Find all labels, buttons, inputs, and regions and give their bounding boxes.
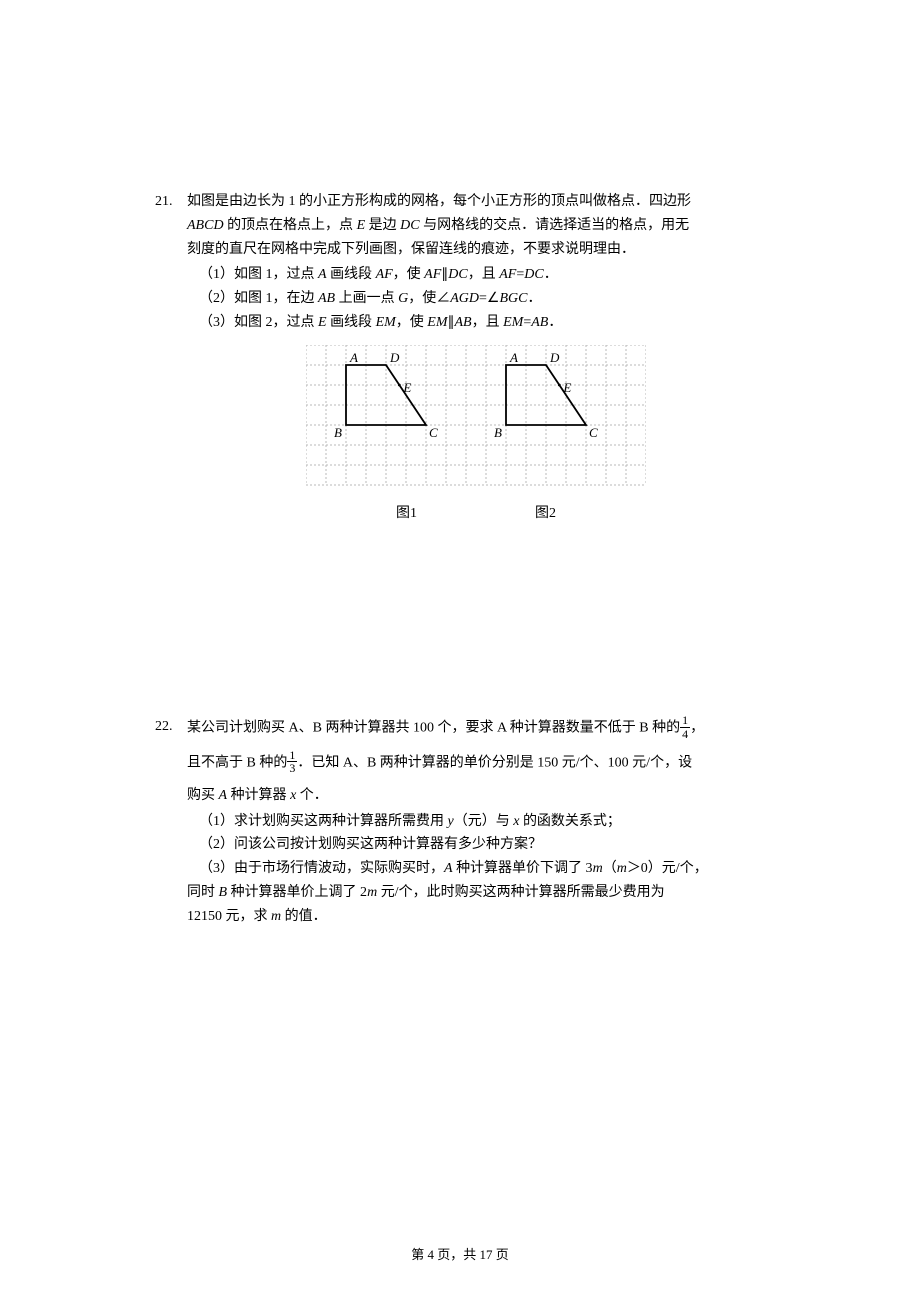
svg-text:E: E [562, 380, 571, 395]
svg-text:C: C [589, 425, 598, 440]
svg-text:B: B [334, 425, 342, 440]
figure-caption: 图1 [396, 502, 417, 526]
problem-22: 22. 某公司计划购买 A、B 两种计算器共 100 个，要求 A 种计算器数量… [155, 715, 765, 928]
problem-stem: 如图是由边长为 1 的小正方形构成的网格，每个小正方形的顶点叫做格点．四边形 A… [187, 190, 765, 525]
page-footer: 第 4 页，共 17 页 [0, 1244, 920, 1266]
problem-stem: 某公司计划购买 A、B 两种计算器共 100 个，要求 A 种计算器数量不低于 … [187, 715, 765, 928]
fraction: 13 [287, 749, 297, 775]
svg-text:B: B [494, 425, 502, 440]
sub-item: （2）如图 1，在边 AB 上画一点 G，使∠AGD=∠BGC． [199, 287, 765, 311]
sub-item: （2）问该公司按计划购买这两种计算器有多少种方案？ [199, 833, 765, 857]
stem-line: 某公司计划购买 A、B 两种计算器共 100 个，要求 A 种计算器数量不低于 … [187, 715, 765, 741]
sub-item: 同时 B 种计算器单价上调了 2m 元/个，此时购买这两种计算器所需最少费用为 [187, 881, 765, 905]
svg-text:D: D [549, 350, 560, 365]
sub-item: （3）如图 2，过点 E 画线段 EM，使 EM∥AB，且 EM=AB． [199, 311, 765, 335]
problem-number: 22. [155, 715, 187, 928]
problem-number: 21. [155, 190, 187, 525]
svg-text:C: C [429, 425, 438, 440]
problem-21: 21. 如图是由边长为 1 的小正方形构成的网格，每个小正方形的顶点叫做格点．四… [155, 190, 765, 525]
sub-item: （1）求计划购买这两种计算器所需费用 y（元）与 x 的函数关系式； [199, 810, 765, 834]
svg-text:E: E [402, 380, 411, 395]
svg-text:A: A [509, 350, 518, 365]
sub-item: （1）如图 1，过点 A 画线段 AF，使 AF∥DC，且 AF=DC． [199, 263, 765, 287]
stem-line: 刻度的直尺在网格中完成下列画图，保留连线的痕迹，不要求说明理由． [187, 238, 765, 262]
stem-line: 且不高于 B 种的13．已知 A、B 两种计算器的单价分别是 150 元/个、1… [187, 750, 765, 776]
stem-line: 如图是由边长为 1 的小正方形构成的网格，每个小正方形的顶点叫做格点．四边形 [187, 190, 765, 214]
grid-figure: A D B C E A D B C E [306, 345, 646, 489]
fraction: 14 [680, 714, 690, 740]
figure-caption: 图2 [535, 502, 556, 526]
stem-line: ABCD 的顶点在格点上，点 E 是边 DC 与网格线的交点．请选择适当的格点，… [187, 214, 765, 238]
sub-item: （3）由于市场行情波动，实际购买时，A 种计算器单价下调了 3m（m＞0）元/个… [199, 857, 765, 881]
svg-text:A: A [349, 350, 358, 365]
stem-line: 购买 A 种计算器 x 个． [187, 784, 765, 808]
sub-questions: （1）如图 1，过点 A 画线段 AF，使 AF∥DC，且 AF=DC． （2）… [187, 263, 765, 334]
figure-21: A D B C E A D B C E 图1 图2 [187, 345, 765, 526]
page-indicator: 第 4 页，共 17 页 [411, 1247, 509, 1262]
sub-questions: （1）求计划购买这两种计算器所需费用 y（元）与 x 的函数关系式； （2）问该… [187, 810, 765, 929]
page: 21. 如图是由边长为 1 的小正方形构成的网格，每个小正方形的顶点叫做格点．四… [0, 0, 920, 1302]
svg-text:D: D [389, 350, 400, 365]
sub-item: 12150 元，求 m 的值． [187, 905, 765, 929]
